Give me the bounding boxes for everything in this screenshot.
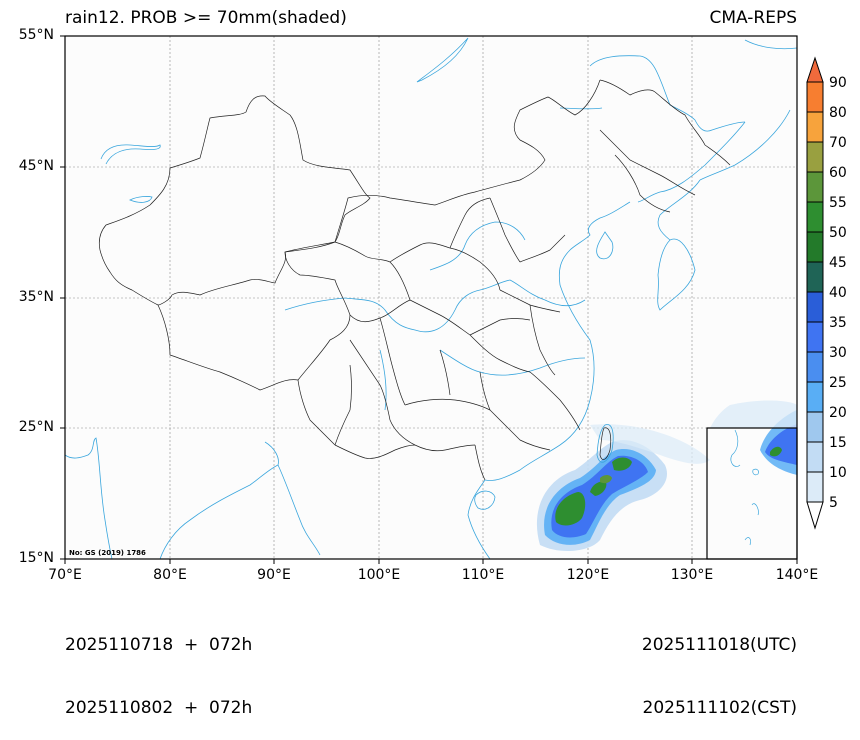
colorbar-label-35: 35 bbox=[829, 315, 847, 331]
valid-time-utc: 2025111018(UTC) bbox=[641, 635, 797, 655]
colorbar-label-55: 55 bbox=[829, 195, 847, 211]
lon-label-130: 130°E bbox=[670, 567, 714, 583]
lat-label-15: 15°N bbox=[18, 550, 54, 566]
map-approval-note: No: GS (2019) 1786 bbox=[69, 549, 146, 557]
precip-probability-shading bbox=[536, 400, 797, 552]
lat-label-55: 55°N bbox=[18, 27, 54, 43]
init-time-utc: 2025110718 + 072h bbox=[65, 635, 253, 655]
lon-label-70: 70°E bbox=[48, 567, 82, 583]
colorbar-label-50: 50 bbox=[829, 225, 847, 241]
colorbar bbox=[806, 56, 824, 530]
lat-label-45: 45°N bbox=[18, 158, 54, 174]
colorbar-label-5: 5 bbox=[829, 495, 838, 511]
colorbar-label-20: 20 bbox=[829, 405, 847, 421]
lon-label-140: 140°E bbox=[775, 567, 819, 583]
lon-label-80: 80°E bbox=[153, 567, 187, 583]
lon-label-110: 110°E bbox=[461, 567, 505, 583]
province-borders bbox=[98, 79, 731, 481]
valid-time-cst: 2025111102(CST) bbox=[642, 698, 797, 718]
map-figure bbox=[60, 35, 824, 564]
valid-time-block: 2025111018(UTC) 2025111102(CST) bbox=[642, 593, 797, 740]
lat-label-25: 25°N bbox=[18, 419, 54, 435]
colorbar-label-30: 30 bbox=[829, 345, 847, 361]
coastlines bbox=[64, 37, 798, 560]
colorbar-label-80: 80 bbox=[829, 105, 847, 121]
colorbar-label-90: 90 bbox=[829, 75, 847, 91]
lon-label-100: 100°E bbox=[357, 567, 401, 583]
colorbar-label-45: 45 bbox=[829, 255, 847, 271]
south-china-sea-inset bbox=[706, 427, 798, 560]
colorbar-label-15: 15 bbox=[829, 435, 847, 451]
axis-ticks bbox=[60, 35, 798, 564]
inset-coastlines bbox=[730, 429, 759, 546]
colorbar-label-25: 25 bbox=[829, 375, 847, 391]
lon-label-120: 120°E bbox=[566, 567, 610, 583]
init-time-cst: 2025110802 + 072h bbox=[65, 698, 253, 718]
model-name: CMA-REPS bbox=[709, 8, 797, 28]
map-title: rain12. PROB >= 70mm(shaded) bbox=[65, 8, 347, 28]
colorbar-label-60: 60 bbox=[829, 165, 847, 181]
lat-label-35: 35°N bbox=[18, 289, 54, 305]
colorbar-label-70: 70 bbox=[829, 135, 847, 151]
lon-label-90: 90°E bbox=[257, 567, 291, 583]
colorbar-label-10: 10 bbox=[829, 465, 847, 481]
init-time-block: 2025110718 + 072h 2025110802 + 072h bbox=[65, 593, 252, 740]
colorbar-label-40: 40 bbox=[829, 285, 847, 301]
